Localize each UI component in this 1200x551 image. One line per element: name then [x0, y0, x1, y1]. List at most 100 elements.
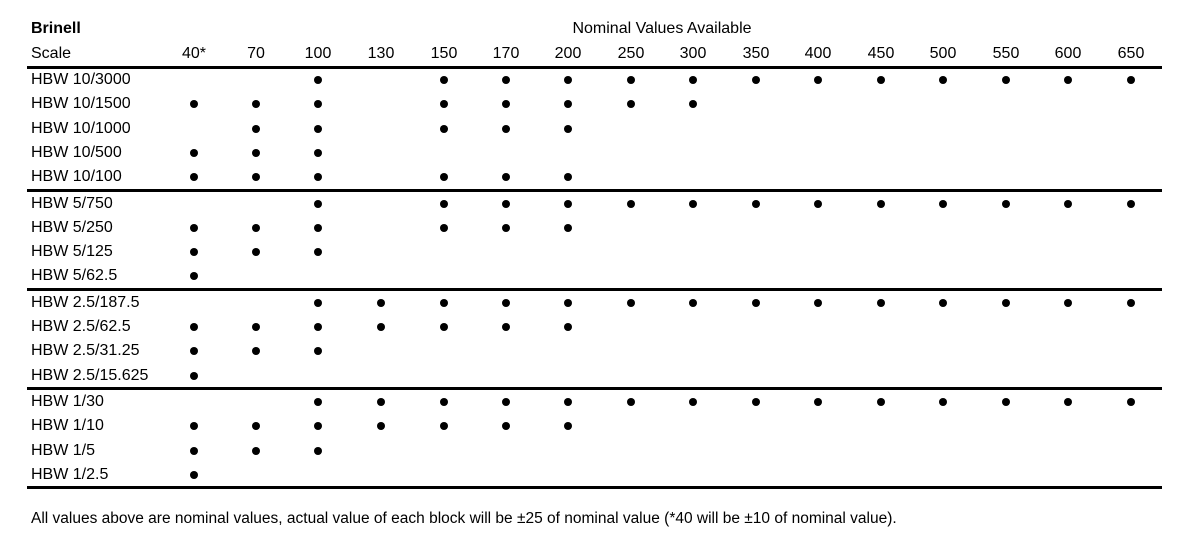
available-cell	[798, 192, 838, 216]
bullet-dot-icon	[252, 347, 260, 356]
available-cell	[736, 291, 776, 315]
available-cell	[424, 315, 464, 339]
bullet-dot-icon	[1064, 76, 1072, 84]
column-header: 650	[1117, 45, 1145, 62]
available-cell	[361, 291, 401, 315]
row-label: HBW 10/3000	[31, 71, 131, 88]
available-cell	[361, 315, 401, 339]
available-cell	[798, 291, 838, 315]
column-header: 70	[247, 45, 265, 62]
column-header: 100	[304, 45, 332, 62]
table-row: HBW 1/30	[0, 390, 1200, 414]
available-cell	[174, 216, 214, 240]
available-cell	[424, 68, 464, 92]
bullet-dot-icon	[502, 124, 510, 133]
table-row: HBW 1/5	[0, 439, 1200, 463]
column-header: 400	[804, 45, 832, 62]
bullet-dot-icon	[440, 323, 448, 331]
available-cell	[548, 390, 588, 414]
bullet-dot-icon	[1002, 76, 1010, 84]
bullet-dot-icon	[440, 397, 448, 406]
bullet-dot-icon	[564, 173, 572, 182]
available-cell	[673, 390, 713, 414]
bullet-dot-icon	[377, 298, 385, 307]
table-row: HBW 5/750	[0, 192, 1200, 216]
row-label: HBW 1/30	[31, 392, 104, 410]
available-cell	[923, 390, 963, 414]
bullet-dot-icon	[564, 223, 572, 232]
bullet-dot-icon	[752, 199, 760, 208]
bullet-dot-icon	[564, 100, 572, 109]
bullet-dot-icon	[939, 199, 947, 208]
column-header: 200	[554, 45, 582, 62]
table-row: HBW 2.5/31.25	[0, 339, 1200, 363]
available-cell	[611, 192, 651, 216]
column-header: 40*	[181, 45, 207, 62]
available-cell	[1111, 68, 1151, 92]
bullet-dot-icon	[877, 76, 885, 84]
available-cell	[486, 315, 526, 339]
bullet-dot-icon	[252, 124, 260, 133]
bullet-dot-icon	[190, 173, 198, 182]
bullet-dot-icon	[314, 148, 322, 157]
available-cell	[298, 165, 338, 189]
bullet-dot-icon	[377, 323, 385, 331]
available-cell	[923, 291, 963, 315]
row-label: HBW 2.5/31.25	[31, 342, 140, 360]
available-cell	[923, 192, 963, 216]
bullet-dot-icon	[502, 223, 510, 232]
bullet-dot-icon	[440, 199, 448, 208]
bullet-dot-icon	[627, 199, 635, 208]
bottom-rule	[27, 486, 1162, 489]
available-cell	[611, 291, 651, 315]
bullet-dot-icon	[564, 397, 572, 406]
available-cell	[236, 141, 276, 165]
bullet-dot-icon	[190, 470, 198, 479]
available-cell	[236, 439, 276, 463]
group-rule	[27, 288, 1162, 291]
table-row: HBW 10/500	[0, 141, 1200, 165]
available-cell	[236, 216, 276, 240]
bullet-dot-icon	[502, 397, 510, 406]
row-label: HBW 10/1000	[31, 119, 131, 137]
row-label: HBW 2.5/187.5	[31, 293, 140, 311]
bullet-dot-icon	[689, 397, 697, 406]
row-label: HBW 10/500	[31, 143, 122, 161]
header-rule	[27, 66, 1162, 69]
bullet-dot-icon	[252, 446, 260, 455]
bullet-dot-icon	[252, 173, 260, 182]
available-cell	[236, 240, 276, 264]
bullet-dot-icon	[1064, 298, 1072, 307]
bullet-dot-icon	[314, 173, 322, 182]
bullet-dot-icon	[252, 422, 260, 431]
bullet-dot-icon	[502, 100, 510, 109]
bullet-dot-icon	[440, 422, 448, 431]
footnote: All values above are nominal values, act…	[31, 510, 897, 527]
available-cell	[986, 68, 1026, 92]
bullet-dot-icon	[190, 347, 198, 356]
available-cell	[424, 165, 464, 189]
bullet-dot-icon	[752, 76, 760, 84]
bullet-dot-icon	[314, 422, 322, 431]
table-row: HBW 2.5/62.5	[0, 315, 1200, 339]
bullet-dot-icon	[814, 397, 822, 406]
available-cell	[486, 68, 526, 92]
available-cell	[174, 264, 214, 288]
available-cell	[611, 92, 651, 116]
available-cell	[548, 414, 588, 438]
available-cell	[798, 390, 838, 414]
available-cell	[298, 68, 338, 92]
available-cell	[923, 68, 963, 92]
bullet-dot-icon	[564, 199, 572, 208]
available-cell	[174, 439, 214, 463]
available-cell	[673, 291, 713, 315]
bullet-dot-icon	[877, 397, 885, 406]
available-cell	[548, 68, 588, 92]
bullet-dot-icon	[314, 124, 322, 133]
available-cell	[486, 117, 526, 141]
bullet-dot-icon	[190, 446, 198, 455]
bullet-dot-icon	[190, 371, 198, 380]
available-cell	[1111, 291, 1151, 315]
available-cell	[548, 165, 588, 189]
